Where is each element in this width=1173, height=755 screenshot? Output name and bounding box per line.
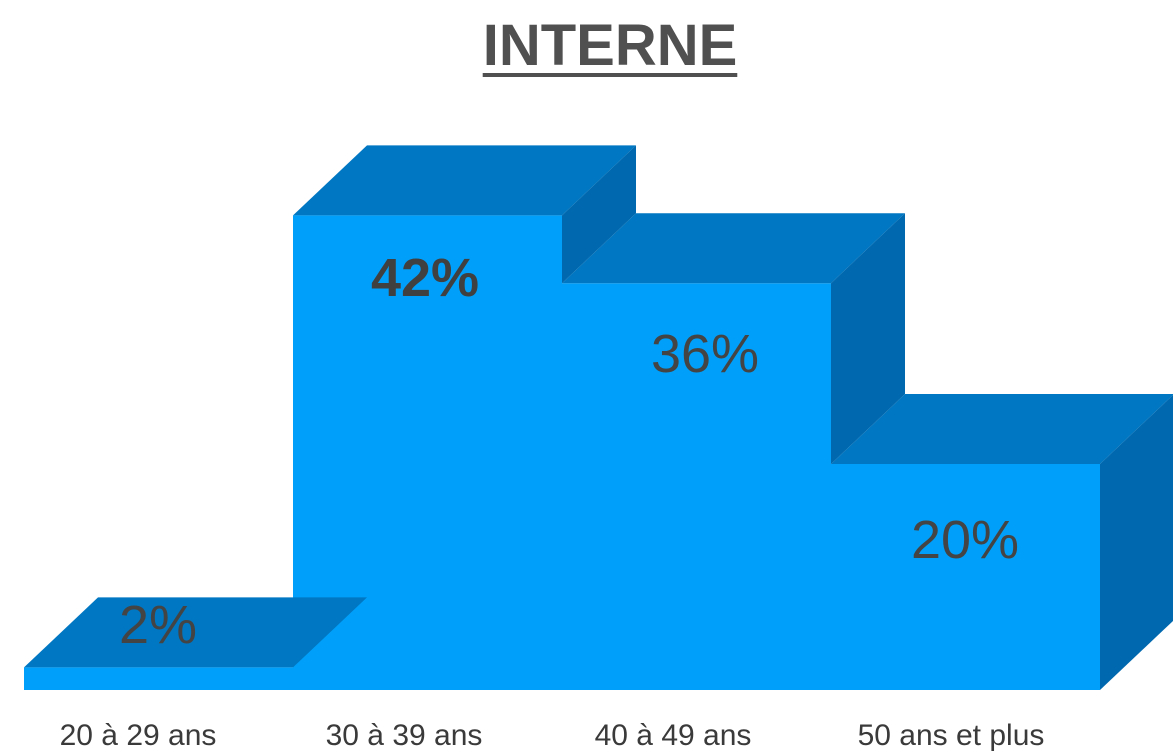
category-label-3: 40 à 49 ans xyxy=(595,719,752,752)
bar-labels: 2% 42% 36% 20% 20 à 29 ans 30 à 39 ans 40 à 49… xyxy=(60,248,1045,752)
category-label-4: 50 ans et plus xyxy=(858,719,1045,752)
bar-top-4 xyxy=(831,394,1173,464)
value-label-1: 2% xyxy=(119,595,197,655)
value-label-4: 20% xyxy=(911,510,1019,570)
bar-front-3 xyxy=(562,283,831,690)
category-label-1: 20 à 29 ans xyxy=(60,719,217,752)
category-label-2: 30 à 39 ans xyxy=(326,719,483,752)
bar-faces xyxy=(24,145,1173,690)
bar-riser-2 xyxy=(562,145,636,284)
bar-front-2 xyxy=(293,215,562,690)
bar-top-3 xyxy=(562,213,905,284)
bar-top-1 xyxy=(24,597,367,668)
bar-side-4 xyxy=(1100,394,1173,690)
bar-front-4 xyxy=(831,464,1100,690)
chart-title: INTERNE xyxy=(482,13,738,78)
value-label-2: 42% xyxy=(371,248,479,308)
bar-front-1 xyxy=(24,667,293,690)
value-label-3: 36% xyxy=(651,324,759,384)
bar-riser-3 xyxy=(831,213,905,464)
bar-top-2 xyxy=(293,145,636,216)
